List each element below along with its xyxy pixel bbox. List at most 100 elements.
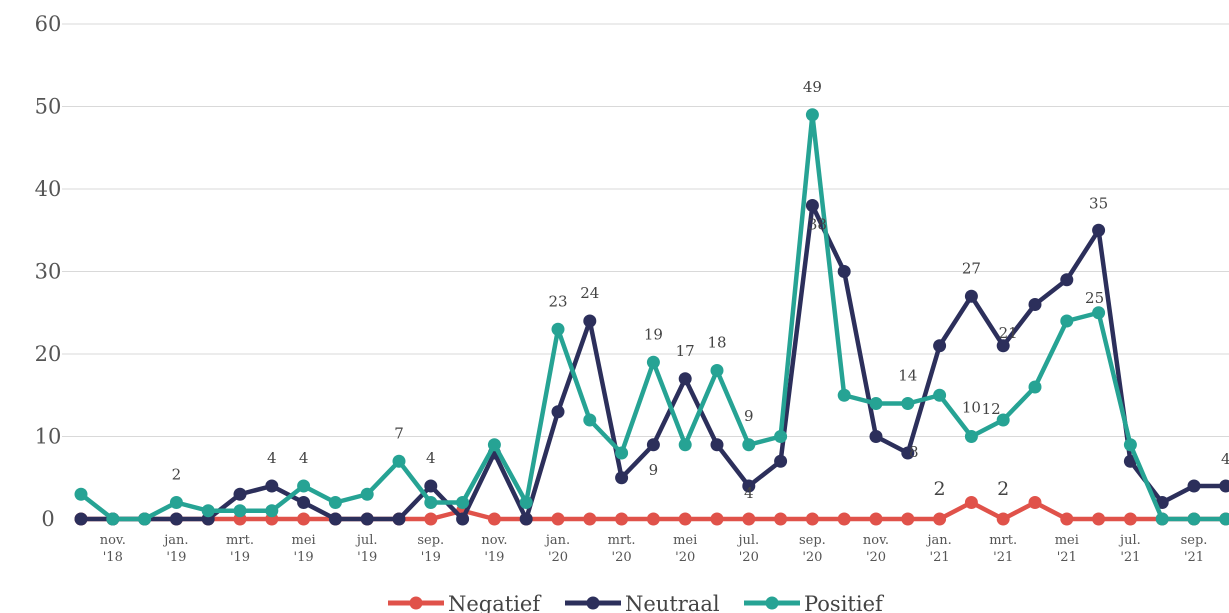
data-point-neutraal [615,471,629,485]
data-point-negatief [615,512,629,526]
data-point-neutraal [74,512,88,526]
data-point-negatief [805,512,819,526]
data-label: 17 [676,342,695,360]
x-tick-label: mei '21 [1055,533,1079,565]
x-tick-label: mrt. '19 [226,533,254,565]
data-point-neutraal [1187,479,1201,493]
data-point-negatief [646,512,660,526]
data-point-negatief [1092,512,1106,526]
legend-marker-neutraal [586,596,600,610]
data-point-positief [837,388,851,402]
data-label: 18 [707,334,726,352]
data-point-neutraal [551,405,565,419]
y-tick-label: 60 [35,12,62,36]
data-point-neutraal [774,454,788,468]
data-label: 2 [934,478,946,500]
data-label: 8 [909,443,919,461]
data-point-positief [996,413,1010,427]
legend-label-positief: Positief [804,592,885,613]
data-point-positief [233,504,247,518]
data-point-negatief [742,512,756,526]
x-tick-label: sep. '19 [417,533,444,565]
data-label: 12 [982,400,1001,418]
data-label: 2 [997,478,1009,500]
data-point-negatief [678,512,692,526]
data-point-neutraal [519,512,533,526]
legend-label-neutraal: Neutraal [625,592,720,613]
legend-marker-negatief [409,596,423,610]
data-point-positief [1092,306,1106,320]
data-label: 2 [172,466,182,484]
data-label: 10 [962,399,981,417]
x-tick-label: jul. '20 [736,533,759,565]
x-tick-label: jul. '21 [1118,533,1141,565]
data-point-negatief [964,496,978,509]
data-point-positief [265,504,279,518]
data-point-neutraal [837,265,851,278]
data-label: 4 [744,484,754,502]
data-point-positief [1028,380,1042,394]
data-point-negatief [424,512,438,526]
data-point-neutraal [1060,273,1074,287]
data-point-negatief [774,512,788,526]
data-point-positief [138,512,152,526]
data-label: 49 [803,78,822,96]
data-point-neutraal [869,430,883,443]
data-point-negatief [1028,496,1042,509]
data-point-neutraal [646,438,660,452]
data-point-neutraal [1219,479,1229,493]
series-line-positief [79,112,1226,522]
x-tick-label: mei '20 [673,533,697,565]
data-point-neutraal [424,479,438,493]
data-point-positief [615,446,629,460]
data-point-positief [1060,314,1074,328]
x-tick-label: mrt. '20 [608,533,636,565]
data-label: 38 [808,216,827,234]
data-point-negatief [710,512,724,526]
y-tick-label: 0 [41,507,54,531]
data-label: 14 [898,367,917,385]
data-point-neutraal [742,479,756,493]
data-point-negatief [933,512,947,526]
series-lines [74,108,1229,526]
data-point-positief [678,438,692,452]
data-point-neutraal [1028,298,1042,311]
x-axis-tick-labels: nov. '18 jan. '19 mrt. '19 mei '19 jul. '19 sep. '1… [100,533,1208,565]
data-label: 35 [1089,194,1108,212]
x-tick-label: jul. '19 [355,533,378,565]
y-tick-label: 40 [35,177,62,201]
y-axis-tick-labels: 0 10 20 30 40 50 60 [35,12,62,531]
data-point-neutraal [360,512,374,526]
data-point-positief [774,430,788,443]
data-point-positief [710,364,724,377]
data-point-negatief [551,512,565,526]
data-point-neutraal [996,339,1010,353]
data-point-positief [519,496,533,509]
data-point-neutraal [328,512,342,526]
data-point-neutraal [933,339,947,353]
data-point-positief [360,487,374,501]
data-point-positief [487,438,501,452]
data-point-positief [1187,512,1201,526]
data-label: 9 [649,461,659,479]
data-point-positief [742,438,756,452]
data-point-positief [551,322,565,336]
data-label: 25 [1085,289,1104,307]
data-label: 23 [548,292,567,310]
data-point-neutraal [964,289,978,303]
data-point-neutraal [583,314,597,328]
data-point-neutraal [456,512,470,526]
data-label: 4 [426,449,436,467]
data-label: 24 [580,284,599,302]
data-point-positief [869,397,883,410]
data-point-positief [1123,438,1137,452]
gridlines [62,23,1229,437]
data-point-neutraal [169,512,183,526]
data-label: 27 [962,259,981,277]
x-tick-label: sep. '21 [1181,533,1208,565]
legend: Negatief Neutraal Positief [388,592,885,613]
data-point-positief [646,355,660,369]
data-point-positief [74,487,88,501]
